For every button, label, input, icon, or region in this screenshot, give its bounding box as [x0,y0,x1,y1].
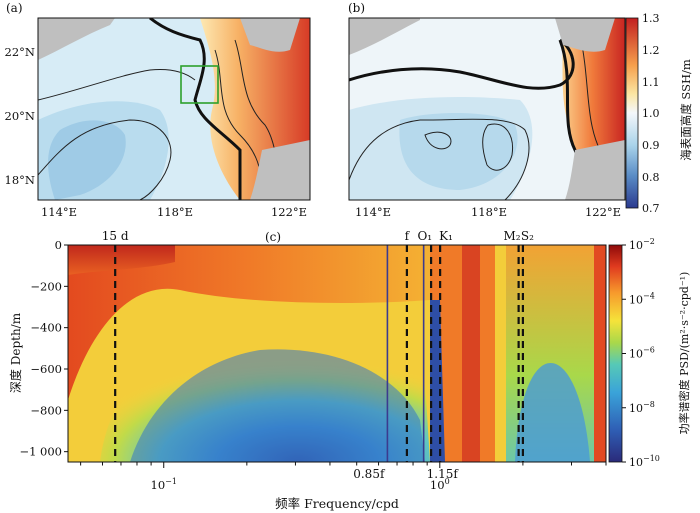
psd-tick-label: 10−4 [629,291,655,306]
panel-a-label: (a) [6,1,23,15]
panel-c: 15 d f 0.85f 1.15f O₁ K₁ M₂ S₂ 0 −200 −400 −600 −80… [8,229,607,511]
panel-a-contour [38,119,172,200]
marker-label: O₁ [417,229,432,243]
spectrum-deep-region [130,349,425,462]
marker-label: S₂ [521,229,534,243]
spectrum-interband-low [515,363,590,462]
ssh-colorbar-tick: 0.8 [642,171,660,184]
panel-b-label: (b) [348,1,365,15]
panel-b-eddy [399,113,518,190]
panel-a-land-china [38,18,115,60]
spectrum-semidiurnal-band [594,245,606,462]
frequency-lines: 15 d f 0.85f 1.15f O₁ K₁ M₂ S₂ [102,229,534,481]
panel-b-land-luzon [565,140,625,200]
panel-c-frame [67,244,607,463]
ssh-colorbar-gradient [625,17,639,209]
marker-label: 15 d [102,229,129,243]
y-tick-label: −400 [30,321,62,335]
panel-a-lat-tick: 22°N [5,45,35,59]
panel-b: (b) 114°E 118°E 122°E [348,1,626,219]
panel-a-lat-tick: 18°N [5,173,35,187]
ssh-colorbar: 1.3 1.2 1.1 1.0 0.9 0.8 0.7 海表面高度 SSH/m [625,12,693,215]
panel-a-contour-bold [149,18,242,200]
panel-b-lon-tick: 114°E [355,205,391,219]
panel-b-lon-tick: 122°E [585,205,621,219]
psd-tick-label: 10−2 [629,237,655,252]
y-tick-label: −600 [30,362,62,376]
panel-c-y-ticks: 0 −200 −400 −600 −800 −1 000 [19,238,68,459]
spectrum-surface-band [68,245,175,275]
spectrum-diurnal-band [462,245,480,462]
marker-label: M₂ [504,229,521,243]
panel-b-frame [348,17,626,201]
panel-b-contour [349,118,530,200]
marker-label: K₁ [439,229,453,243]
ssh-colorbar-tick: 1.1 [642,76,660,89]
panel-a-land-luzon [250,140,310,200]
panel-b-land-taiwan [555,18,615,52]
psd-colorbar-label: 功率谱密度 PSD/(m²·s⁻²·cpd⁻¹) [677,272,691,435]
marker-label: 1.15f [427,467,460,481]
y-tick-label: −200 [30,279,62,293]
ssh-colorbar-tick: 1.2 [642,44,660,57]
y-tick-label: −800 [30,403,62,417]
spectrum-gap [430,300,445,462]
spectrum-field [68,245,606,462]
psd-colorbar-ticks: 10−2 10−4 10−6 10−8 10−10 [622,237,660,469]
psd-tick-label: 10−6 [629,346,655,361]
psd-colorbar-gradient [608,244,623,463]
panel-a-lon-tick: 122°E [271,205,307,219]
psd-tick-label: 10−10 [629,454,660,469]
panel-c-label: (c) [265,230,281,244]
panel-b-contour-ring [424,131,452,150]
marker-label: 0.85f [353,467,386,481]
panel-b-contour-ring [482,123,514,171]
panel-a: (a) 22°N 20°N 18°N 114°E 118°E 122°E [5,1,311,219]
x-tick-label: 10−1 [151,477,177,492]
spectrum-low-freq-band [68,245,430,400]
panel-a-lat-tick: 20°N [5,109,35,123]
ssh-colorbar-tick: 0.9 [642,139,660,152]
panel-a-land-taiwan [240,18,300,52]
panel-b-lon-tick: 118°E [471,205,507,219]
panel-b-land-china [349,18,420,55]
ssh-colorbar-tick: 0.7 [642,202,660,215]
panel-c-ylabel: 深度 Depth/m [8,312,23,393]
panel-a-eddy [48,120,126,200]
psd-colorbar: 10−2 10−4 10−6 10−8 10−10 功率谱密度 PSD/(m²·s⁻²·… [608,237,691,469]
ssh-colorbar-tick: 1.3 [642,12,660,25]
panel-a-contour [38,69,196,101]
panel-a-frame [37,17,311,201]
psd-tick-label: 10−8 [629,400,655,415]
x-tick-label: 100 [430,477,450,492]
panel-c-x-ticks: 10−1 100 [80,462,607,492]
panel-a-lon-tick: 114°E [41,205,77,219]
y-tick-label: 0 [55,238,62,252]
y-tick-label: −1 000 [19,445,62,459]
panel-c-xlabel: 频率 Frequency/cpd [275,496,399,511]
marker-label: f [405,229,411,243]
panel-b-contour-bold [349,38,575,90]
ssh-colorbar-tick: 1.0 [642,107,660,120]
ssh-colorbar-label: 海表面高度 SSH/m [679,59,693,161]
panel-a-study-box [180,65,219,104]
panel-a-lon-tick: 118°E [157,205,193,219]
